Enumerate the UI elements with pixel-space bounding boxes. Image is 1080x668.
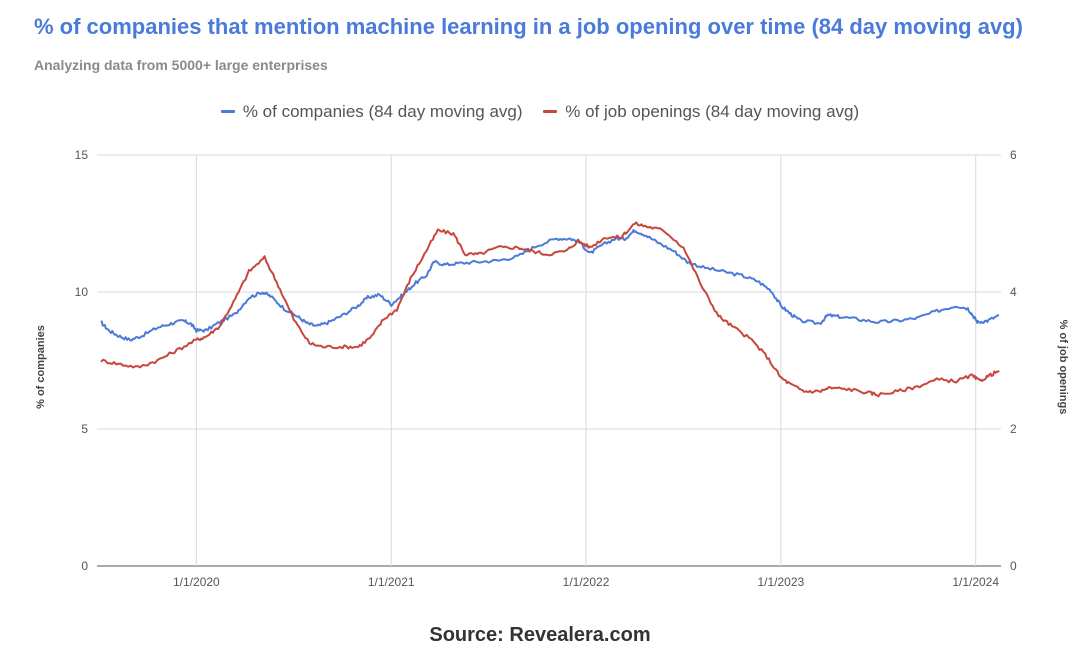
y-left-axis-title: % of companies [35, 325, 47, 409]
x-tick-label: 1/1/2020 [173, 575, 220, 589]
series-line-job-openings[interactable] [100, 221, 1000, 398]
legend-item-companies[interactable]: % of companies (84 day moving avg) [220, 101, 523, 122]
y-right-tick-label: 0 [1010, 559, 1017, 573]
y-right-tick-label: 4 [1010, 285, 1017, 299]
series-line-companies[interactable] [100, 229, 1000, 342]
legend: % of companies (84 day moving avg) % of … [0, 98, 1080, 122]
tick-labels: 0 5 10 15 0 2 4 6 1/1/2020 1/1/2021 1/1/2022 1/1/20… [75, 148, 1017, 589]
legend-swatch-job-openings [543, 110, 558, 113]
y-right-tick-label: 6 [1010, 148, 1017, 162]
legend-swatch-companies [220, 110, 235, 113]
series-lines [100, 221, 1000, 398]
x-tick-label: 1/1/2024 [952, 575, 999, 589]
y-left-tick-label: 5 [81, 422, 88, 436]
y-left-tick-label: 15 [75, 148, 89, 162]
legend-item-job-openings[interactable]: % of job openings (84 day moving avg) [543, 102, 859, 122]
legend-label-companies: % of companies (84 day moving avg) [242, 101, 523, 121]
source-note: Source: Revealera.com [429, 624, 651, 646]
y-left-tick-label: 0 [81, 559, 88, 573]
y-right-tick-label: 2 [1010, 422, 1017, 436]
y-left-tick-label: 10 [75, 285, 89, 299]
x-tick-label: 1/1/2023 [757, 575, 804, 589]
chart-title: % of companies that mention machine lear… [34, 14, 1023, 39]
y-right-axis-title: % of job openings [1057, 320, 1069, 415]
gridlines [97, 154, 1001, 567]
chart-subtitle: Analyzing data from 5000+ large enterpri… [34, 57, 328, 73]
x-tick-label: 1/1/2022 [563, 575, 610, 589]
x-tick-label: 1/1/2021 [368, 575, 415, 589]
legend-label-job-openings: % of job openings (84 day moving avg) [565, 101, 860, 121]
